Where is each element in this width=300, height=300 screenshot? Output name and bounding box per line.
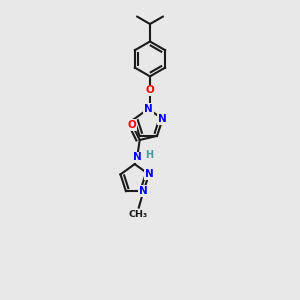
Text: N: N	[144, 104, 153, 114]
Text: N: N	[158, 114, 167, 124]
Text: CH₃: CH₃	[129, 210, 148, 219]
Text: O: O	[146, 85, 154, 95]
Text: N: N	[139, 186, 148, 196]
Text: H: H	[146, 150, 154, 160]
Text: N: N	[145, 169, 153, 179]
Text: N: N	[133, 152, 142, 162]
Text: O: O	[128, 120, 136, 130]
